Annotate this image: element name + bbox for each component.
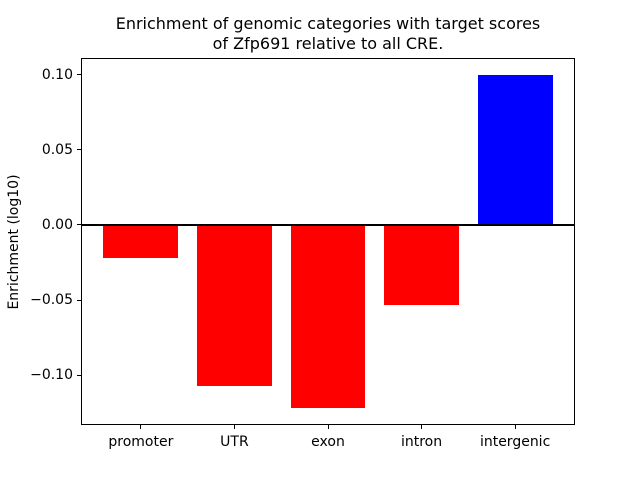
plot-area: 0.10 0.05 0.00 −0.05 −0.10 promoter UTR exon int…: [30, 58, 575, 450]
x-tick-label-intron: intron: [400, 434, 443, 450]
y-tick-0.10: [77, 74, 81, 76]
y-tick-label-−0.10: −0.10: [30, 367, 73, 384]
y-tick-0.00: [77, 224, 81, 226]
y-tick-−0.05: [77, 299, 81, 301]
y-tick-−0.10: [77, 374, 81, 376]
y-tick-label-0.10: 0.10: [41, 66, 73, 83]
x-tick-intergenic: [514, 425, 516, 429]
x-tick-UTR: [233, 425, 235, 429]
x-tick-label-UTR: UTR: [220, 434, 249, 450]
x-tick-label-exon: exon: [311, 434, 345, 450]
x-tick-label-intergenic: intergenic: [479, 434, 551, 450]
chart-title: Enrichment of genomic categories with ta…: [115, 14, 541, 53]
bar-UTR: [197, 224, 272, 386]
x-tick-label-promoter: promoter: [108, 434, 174, 450]
bar-exon: [290, 224, 366, 409]
x-tick-intron: [421, 425, 423, 429]
zero-line: [81, 223, 575, 227]
y-axis-label: Enrichment (log10): [6, 174, 22, 310]
x-tick-promoter: [140, 425, 142, 429]
y-tick-0.05: [77, 149, 81, 151]
bar-promoter: [103, 224, 179, 259]
y-tick-label-0.00: 0.00: [41, 216, 73, 233]
y-tick-label-0.05: 0.05: [41, 141, 73, 158]
bar-intergenic: [477, 74, 553, 225]
x-tick-exon: [327, 425, 329, 429]
bar-intron: [384, 224, 459, 305]
y-tick-label-−0.05: −0.05: [30, 292, 73, 309]
